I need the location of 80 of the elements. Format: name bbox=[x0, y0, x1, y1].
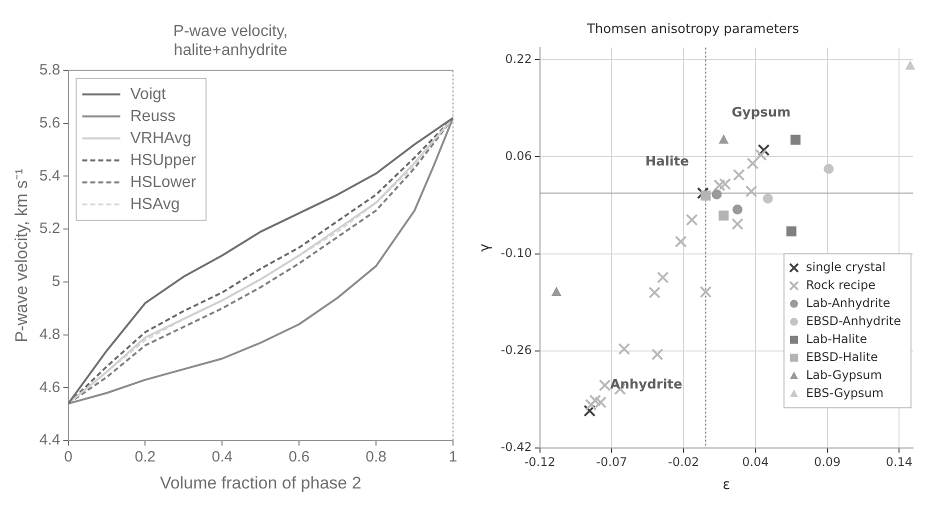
x-tick-label: 0.2 bbox=[134, 448, 156, 466]
legend-label: EBSD-Anhydrite bbox=[806, 314, 902, 328]
point bbox=[584, 404, 596, 417]
x-tick-label: 0.04 bbox=[742, 455, 769, 470]
y-tick-label: 4.8 bbox=[39, 326, 60, 343]
point bbox=[719, 178, 732, 190]
point bbox=[700, 286, 712, 298]
y-tick-label: 0.06 bbox=[505, 148, 532, 163]
y-tick-label: 5.2 bbox=[39, 220, 60, 238]
legend-label: Lab-Gypsum bbox=[806, 368, 882, 382]
annotation: Halite bbox=[645, 154, 690, 170]
point bbox=[589, 394, 602, 407]
y-tick-label: -0.26 bbox=[500, 342, 532, 357]
annotation: Gypsum bbox=[732, 106, 791, 121]
y-tick-label: 5 bbox=[52, 273, 60, 290]
point bbox=[714, 179, 726, 192]
legend-label: Rock recipe bbox=[806, 278, 876, 292]
x-tick-label: -0.07 bbox=[596, 455, 628, 470]
point bbox=[905, 60, 916, 70]
chart-title: P-wave velocity, halite+anhydrite bbox=[173, 23, 288, 60]
point bbox=[594, 396, 607, 408]
x-axis-title: ε bbox=[722, 477, 730, 494]
chart-title: Thomsen anisotropy parameters bbox=[586, 22, 800, 38]
point bbox=[674, 236, 687, 248]
point bbox=[754, 148, 767, 161]
annotation: Anhydrite bbox=[610, 378, 683, 393]
legend-label: EBS-Gypsum bbox=[806, 386, 884, 400]
y-axis-title: P-wave velocity, km s⁻¹ bbox=[12, 168, 31, 342]
point bbox=[598, 379, 611, 392]
point bbox=[824, 164, 834, 174]
y-tick-label: 5.6 bbox=[39, 114, 60, 132]
point bbox=[686, 214, 698, 226]
x-tick-label: 0.8 bbox=[366, 448, 386, 466]
y-tick-label: 0.22 bbox=[505, 52, 532, 66]
point bbox=[790, 134, 801, 145]
point bbox=[732, 204, 742, 214]
x-tick-label: -0.02 bbox=[668, 455, 700, 470]
point bbox=[786, 226, 796, 236]
point bbox=[700, 190, 711, 201]
legend-label: HSAvg bbox=[130, 196, 180, 213]
legend-label: VRHAvg bbox=[130, 130, 192, 147]
x-tick-label: 0.6 bbox=[288, 448, 310, 466]
legend-label: Lab-Halite bbox=[806, 332, 868, 346]
point bbox=[745, 185, 758, 198]
legend-label: Reuss bbox=[130, 108, 176, 125]
x-axis-title: Volume fraction of phase 2 bbox=[160, 473, 362, 492]
x-tick-label: 0.14 bbox=[886, 455, 913, 470]
point bbox=[551, 286, 562, 296]
point bbox=[696, 187, 709, 200]
point bbox=[762, 194, 773, 204]
x-tick-label: 1 bbox=[448, 448, 458, 466]
legend-label: HSUpper bbox=[130, 152, 197, 169]
point bbox=[618, 342, 630, 355]
y-tick-label: -0.42 bbox=[500, 440, 532, 454]
x-tick-label: 0 bbox=[64, 448, 72, 466]
legend-label: Voigt bbox=[130, 86, 166, 103]
y-tick-label: -0.10 bbox=[500, 246, 532, 260]
legend-label: HSLower bbox=[130, 174, 197, 191]
point bbox=[648, 286, 661, 299]
y-tick-label: 5.8 bbox=[39, 62, 60, 79]
point bbox=[651, 348, 664, 360]
y-tick-label: 5.4 bbox=[39, 167, 60, 184]
point bbox=[718, 134, 729, 144]
x-tick-label: -0.12 bbox=[524, 455, 556, 470]
x-tick-label: 0.4 bbox=[212, 448, 233, 466]
x-tick-label: 0.09 bbox=[814, 455, 841, 470]
point bbox=[732, 168, 745, 181]
point bbox=[712, 189, 722, 200]
legend-label: Lab-Anhydrite bbox=[806, 296, 890, 310]
y-tick-label: 4.6 bbox=[39, 378, 60, 396]
point bbox=[656, 271, 669, 284]
y-axis-title: γ bbox=[477, 244, 494, 252]
y-tick-label: 4.4 bbox=[39, 432, 60, 449]
point bbox=[584, 398, 597, 411]
point bbox=[718, 210, 729, 221]
legend-label: single crystal bbox=[806, 260, 886, 274]
point bbox=[731, 218, 744, 230]
legend-label: EBSD-Halite bbox=[806, 350, 878, 364]
point bbox=[758, 144, 770, 156]
point bbox=[746, 157, 759, 170]
